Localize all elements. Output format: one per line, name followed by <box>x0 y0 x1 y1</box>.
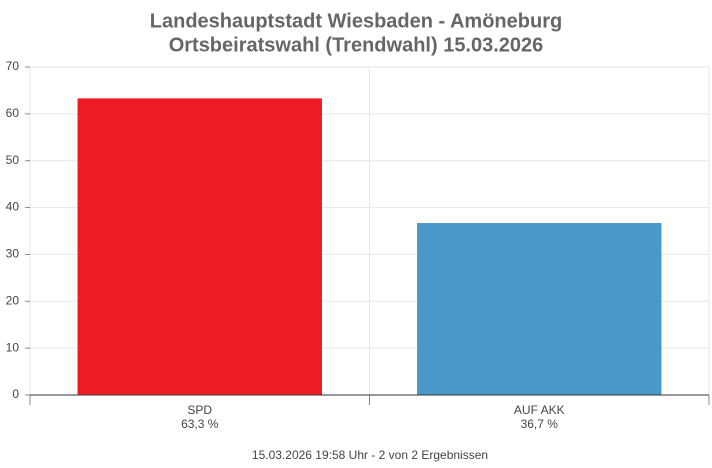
y-tick-label: 0 <box>12 387 19 401</box>
y-tick-label: 10 <box>6 340 20 354</box>
value-label: 63,3 % <box>181 417 219 431</box>
y-tick-label: 20 <box>6 293 20 307</box>
y-tick-label: 70 <box>6 59 20 73</box>
y-tick-label: 60 <box>6 106 20 120</box>
bar <box>77 98 322 395</box>
x-tick-label: AUF AKK <box>514 403 565 417</box>
value-label: 36,7 % <box>521 417 559 431</box>
chart-title: Landeshauptstadt Wiesbaden - Amöneburg <box>150 10 562 32</box>
bar <box>417 223 662 395</box>
y-tick-label: 40 <box>6 200 20 214</box>
footnote: 15.03.2026 19:58 Uhr - 2 von 2 Ergebniss… <box>252 448 488 462</box>
y-tick-label: 30 <box>6 247 20 261</box>
x-tick-label: SPD <box>187 403 212 417</box>
y-tick-label: 50 <box>6 153 20 167</box>
chart-subtitle: Ortsbeiratswahl (Trendwahl) 15.03.2026 <box>169 34 544 56</box>
